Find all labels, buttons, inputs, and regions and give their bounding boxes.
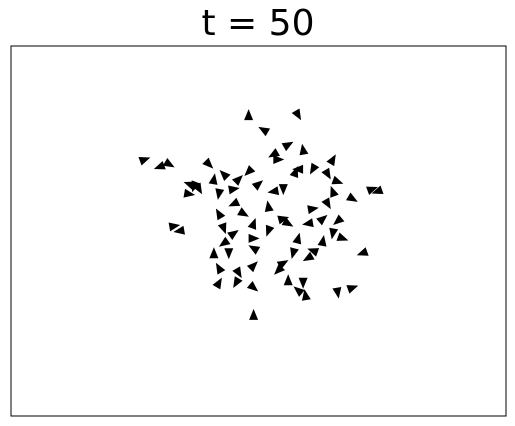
scatter-point (248, 233, 260, 243)
scatter-point (333, 214, 345, 225)
scatter-point (273, 155, 285, 164)
scatter-point (268, 148, 280, 158)
scatter-point (212, 277, 222, 290)
scatter-point (168, 222, 181, 232)
scatter-point (356, 247, 369, 256)
scatter-point (317, 234, 327, 247)
scatter-point (215, 262, 226, 275)
scatter-point (138, 156, 151, 166)
scatter-point (299, 143, 309, 156)
scatter-point (217, 222, 227, 235)
scatter-point (249, 308, 259, 320)
scatter-point (307, 248, 320, 257)
scatter-point (346, 285, 359, 294)
scatter-point (329, 227, 339, 240)
scatter-point (330, 185, 339, 198)
scatter-point (247, 217, 257, 230)
scatter-point (281, 141, 294, 152)
scatter-point (321, 167, 331, 180)
scatter-point (224, 248, 234, 260)
scatter-point (336, 232, 349, 241)
scatter-point (248, 245, 261, 255)
scatter-point (332, 286, 342, 299)
scatter-point (302, 218, 314, 228)
scatter-point (371, 185, 384, 195)
scatter-point (208, 173, 218, 185)
marker-layer (138, 108, 384, 320)
scatter-point (191, 180, 201, 193)
scatter-point (283, 274, 293, 286)
scatter-point (173, 225, 186, 235)
scatter-point (291, 108, 302, 121)
plot-area-frame (10, 45, 507, 417)
scatter-point (233, 276, 243, 288)
scatter-point (215, 188, 225, 200)
scatter-point (326, 154, 336, 167)
scatter-point (228, 185, 240, 195)
scatter-point (219, 170, 231, 182)
scatter-point (276, 260, 289, 270)
scatter-point (366, 186, 378, 196)
scatter-point (298, 277, 308, 289)
scatter-point (227, 230, 239, 241)
scatter-point (202, 157, 214, 169)
scatter-point (215, 208, 226, 221)
scatter-point (237, 207, 249, 217)
scatter-point (246, 281, 259, 292)
scatter-point (251, 180, 264, 191)
scatter-point (292, 232, 302, 245)
scatter-point (321, 197, 331, 210)
scatter-point (231, 174, 243, 186)
scatter-point (307, 205, 319, 215)
scatter-point (290, 247, 299, 259)
scatter-point (265, 224, 275, 237)
scatter-point (244, 165, 256, 177)
scatter-point (232, 266, 242, 279)
scatter-point (244, 109, 254, 121)
scatter-point (331, 175, 344, 185)
scatter-point (192, 182, 203, 195)
scatter-point (264, 200, 274, 213)
scatter-point (153, 160, 166, 170)
scatter-point (162, 158, 175, 168)
scatter-point (278, 184, 288, 196)
chart-title: t = 50 (201, 3, 315, 44)
scatter-point (228, 197, 241, 207)
scatter-point (267, 186, 280, 196)
scatter-point (309, 162, 320, 175)
scatter-point (209, 247, 219, 259)
scatter-point (346, 192, 358, 202)
scatter-point (301, 289, 311, 301)
scatter-point (258, 126, 271, 137)
scatter-point (218, 236, 231, 247)
scatter-point (289, 166, 299, 179)
scatter-point (316, 214, 328, 226)
scatter-point (274, 263, 286, 275)
scatter-point (246, 261, 258, 273)
scatter-point (281, 217, 294, 227)
scatter-point (302, 251, 315, 262)
scatter-point (293, 286, 305, 297)
scatter-point (183, 188, 196, 198)
